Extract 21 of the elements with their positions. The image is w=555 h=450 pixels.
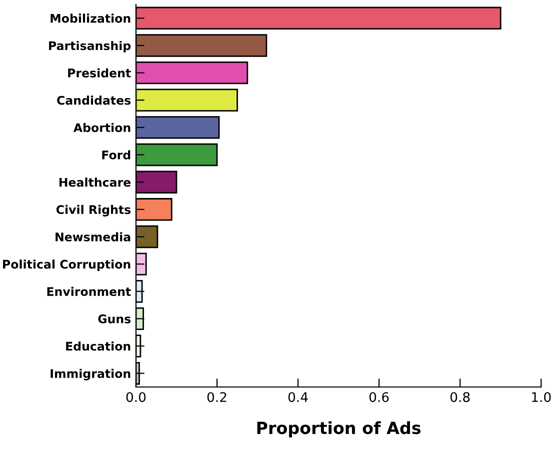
y-tick-label: Partisanship	[49, 40, 131, 52]
y-tick-label: Healthcare	[59, 178, 131, 187]
y-tick-label: President	[68, 68, 131, 78]
y-tick-label: Political Corruption	[3, 260, 130, 271]
x-tick-label: 0.4	[288, 392, 308, 402]
y-tick-label: Newsmedia	[56, 232, 130, 242]
y-tick-label: Guns	[98, 314, 131, 324]
y-tick-label: Environment	[47, 286, 131, 296]
y-tick-label: Ford	[102, 150, 130, 160]
x-tick-label: 1.0	[532, 392, 551, 402]
x-axis-title: Proportion of Ads	[257, 421, 421, 438]
x-tick-label: 0.8	[450, 392, 470, 402]
y-tick-label: Civil Rights	[56, 204, 131, 216]
y-tick-label: Education	[66, 342, 130, 351]
y-tick-label: Mobilization	[50, 14, 130, 23]
x-tick-label: 0.0	[126, 392, 146, 402]
x-tick-label: 0.2	[207, 392, 226, 402]
y-tick-label: Abortion	[73, 122, 130, 132]
y-tick-label: Immigration	[50, 368, 130, 380]
x-tick-label: 0.6	[369, 392, 389, 402]
y-tick-label: Candidates	[57, 96, 131, 105]
